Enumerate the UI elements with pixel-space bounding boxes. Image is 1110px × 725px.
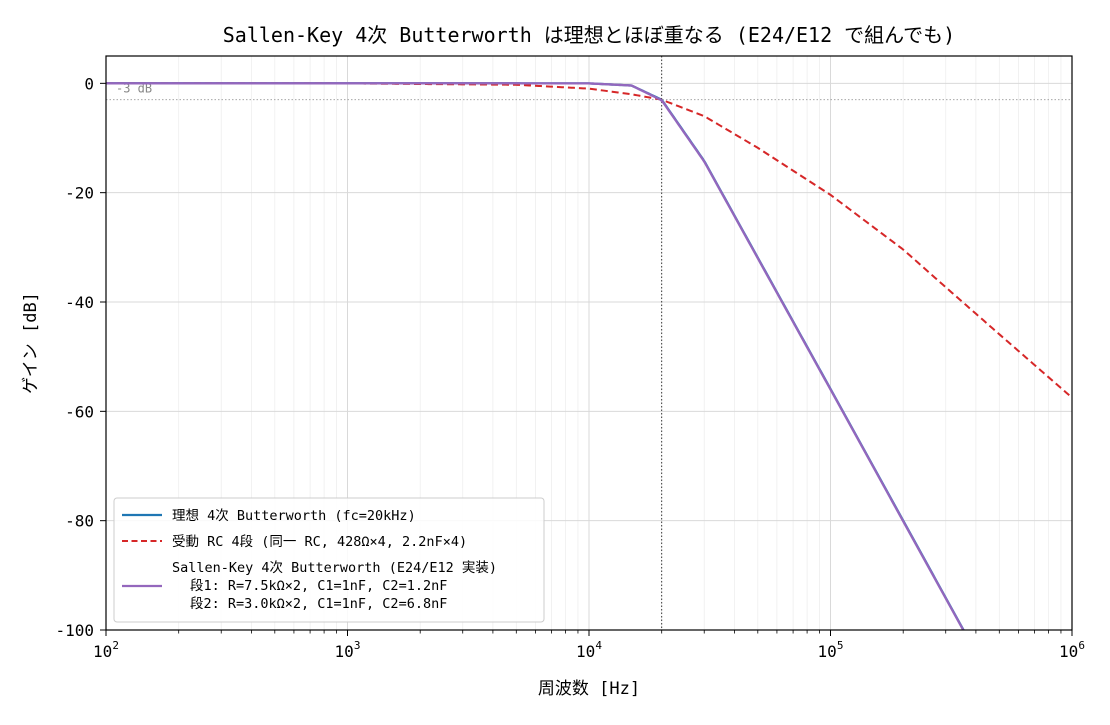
minor-gridlines bbox=[178, 56, 1062, 630]
y-tick-label: 0 bbox=[84, 74, 94, 93]
x-tick-label: 106 bbox=[1059, 639, 1085, 661]
y-axis-ticks: 0 -20 -40 -60 -80 -100 bbox=[55, 74, 106, 640]
y-axis-label: ゲイン [dB] bbox=[21, 292, 41, 394]
legend-label-sallen-key: Sallen-Key 4次 Butterworth (E24/E12 実装) bbox=[172, 560, 497, 576]
y-tick-label: -60 bbox=[65, 402, 94, 421]
y-tick-label: -40 bbox=[65, 293, 94, 312]
x-tick-label: 105 bbox=[818, 639, 844, 661]
chart-title: Sallen-Key 4次 Butterworth は理想とほぼ重なる (E24… bbox=[223, 23, 955, 47]
legend-box bbox=[113, 497, 545, 623]
x-tick-label: 102 bbox=[93, 639, 119, 661]
x-axis-label: 周波数 [Hz] bbox=[538, 679, 640, 699]
legend: 理想 4次 Butterworth (fc=20kHz) 受動 RC 4段 (同… bbox=[113, 497, 545, 623]
y-tick-label: -80 bbox=[65, 512, 94, 531]
legend-label-passive-rc: 受動 RC 4段 (同一 RC, 428Ω×4, 2.2nF×4) bbox=[172, 534, 467, 550]
series-layer bbox=[106, 82, 1072, 630]
sallen-key-curve bbox=[106, 82, 965, 630]
x-axis-ticks: 102 103 104 105 106 bbox=[93, 630, 1085, 661]
x-tick-label: 103 bbox=[335, 639, 361, 661]
legend-detail-stage2: 段2: R=3.0kΩ×2, C1=1nF, C2=6.8nF bbox=[190, 596, 447, 612]
y-tick-label: -20 bbox=[65, 184, 94, 203]
legend-detail-stage1: 段1: R=7.5kΩ×2, C1=1nF, C2=1.2nF bbox=[190, 578, 447, 594]
x-tick-label: 104 bbox=[576, 639, 602, 661]
y-tick-label: -100 bbox=[55, 621, 94, 640]
passive-rc-curve bbox=[106, 82, 1072, 399]
minus-3db-label: -3 dB bbox=[116, 82, 152, 96]
legend-label-ideal: 理想 4次 Butterworth (fc=20kHz) bbox=[172, 508, 416, 524]
reference-lines: -3 dB bbox=[106, 56, 1072, 630]
